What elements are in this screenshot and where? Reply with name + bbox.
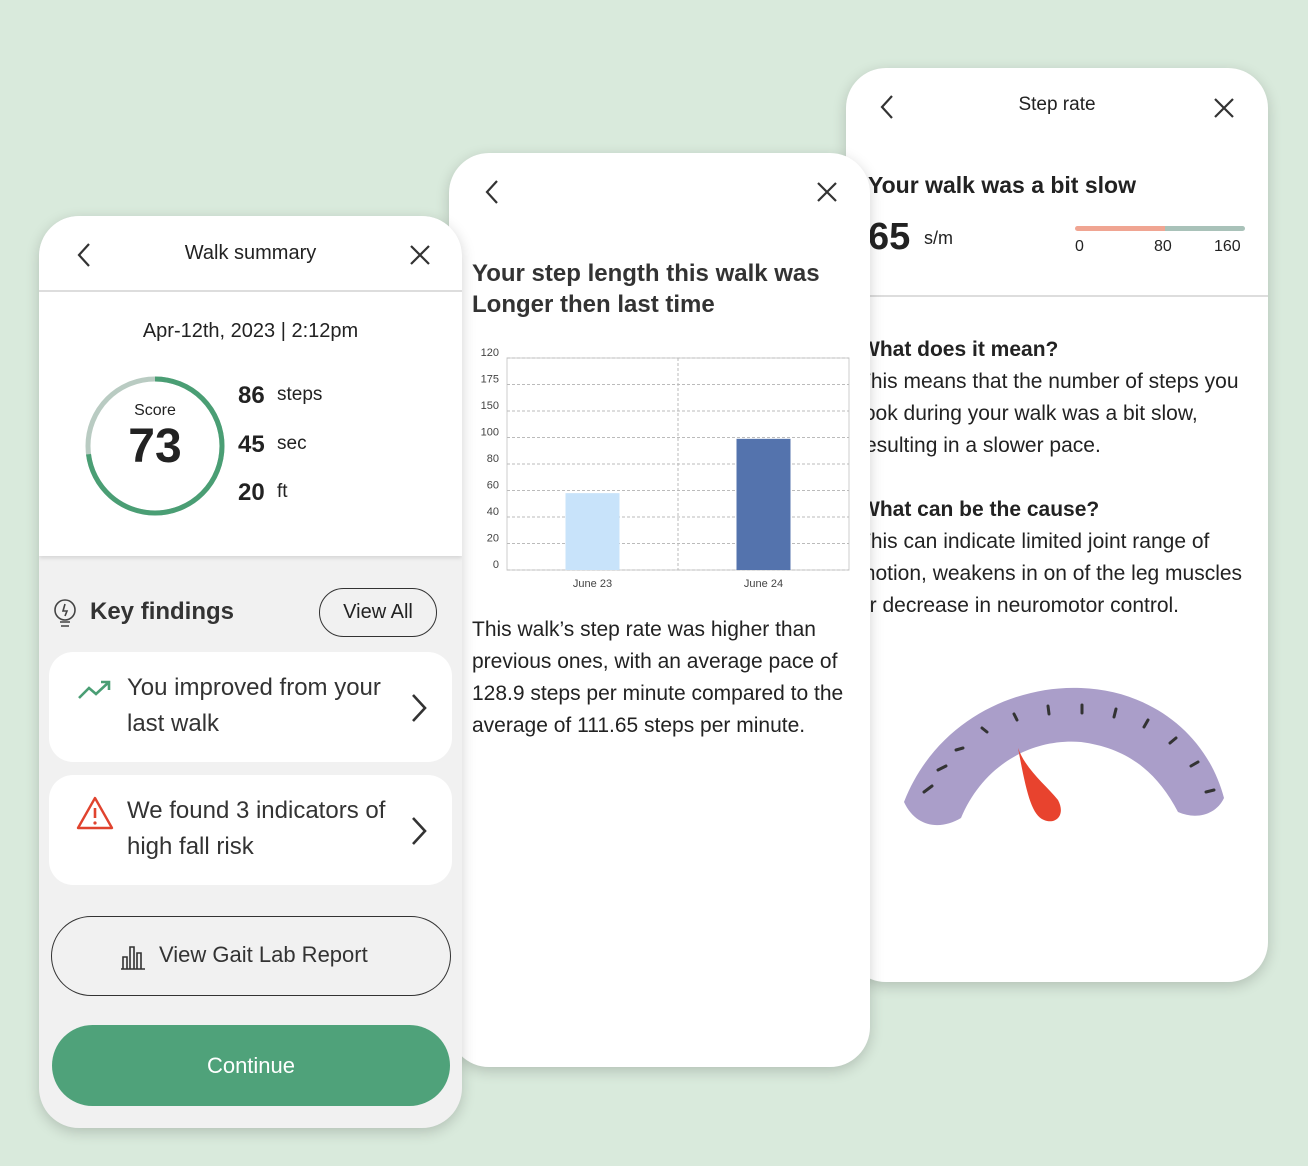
finding-text: You improved from your last walk <box>127 674 381 737</box>
x-tick-label: June 23 <box>573 578 612 590</box>
date: Apr-12th, 2023 | 2:12pm <box>142 320 359 342</box>
step-rate-card: Step rate Your walk was a bit slow 65 s/… <box>846 68 1268 982</box>
scale-label: 80 <box>1154 238 1172 255</box>
stat-value: 86 <box>238 382 265 409</box>
headline: Longer then last time <box>472 291 715 318</box>
section-body: This can indicate limited joint range of… <box>858 530 1243 617</box>
y-tick-label: 20 <box>487 533 499 545</box>
divider <box>846 295 1268 297</box>
screen-title: Step rate <box>1018 94 1096 115</box>
y-tick-label: 100 <box>481 427 499 439</box>
scale-normal <box>1165 226 1245 231</box>
y-tick-label: 80 <box>487 453 499 465</box>
y-tick-label: 40 <box>487 506 499 518</box>
y-tick-label: 175 <box>481 374 499 386</box>
finding-text: We found 3 indicators of high fall risk <box>127 797 386 860</box>
scale-label: 0 <box>1075 238 1084 255</box>
trend-icon <box>78 680 111 699</box>
headline: Your step length this walk was <box>472 260 820 287</box>
stat-value: 20 <box>238 479 265 506</box>
score-value: 73 <box>128 420 182 473</box>
chevron <box>412 694 427 722</box>
scale-slow <box>1075 226 1165 231</box>
report-button[interactable] <box>51 916 451 996</box>
stat-unit: steps <box>277 384 323 405</box>
y-tick-label: 60 <box>487 480 499 492</box>
score-arc <box>85 376 225 516</box>
divider <box>39 290 462 292</box>
chart-icon <box>121 946 145 970</box>
section-body: This means that the number of steps you … <box>858 370 1239 457</box>
stat-value: 45 <box>238 431 265 458</box>
scale-label: 160 <box>1214 238 1241 255</box>
chevron <box>412 817 427 845</box>
y-tick-label: 0 <box>493 559 499 571</box>
bar <box>736 438 791 570</box>
close-button[interactable] <box>815 180 839 204</box>
y-tick-label: 120 <box>481 347 499 359</box>
summary-panel <box>39 216 462 556</box>
view-all-button[interactable]: View All <box>319 588 437 637</box>
back-button[interactable] <box>73 242 97 268</box>
section-heading: What does it mean? <box>860 338 1059 361</box>
back-button[interactable] <box>876 94 900 120</box>
bulb-icon <box>54 599 76 627</box>
close-button[interactable] <box>408 243 432 267</box>
body-text: This walk’s step rate was higher than pr… <box>472 618 844 737</box>
bar-chart: 0 20 40 60 80 100 150 175 120 June 23 June 24 <box>481 347 850 590</box>
stat-unit: sec <box>277 433 307 454</box>
step-length-card: Your step length this walk was Longer th… <box>449 153 870 1067</box>
x-tick-label: June 24 <box>744 578 783 590</box>
y-tick-label: 150 <box>481 400 499 412</box>
warning-icon <box>76 796 114 830</box>
back-button[interactable] <box>481 179 505 205</box>
score-label: Score <box>134 402 176 419</box>
finding-card[interactable] <box>49 652 452 762</box>
screen-title: Walk summary <box>184 242 317 264</box>
speedometer-illustration <box>904 687 1224 826</box>
bar <box>565 493 620 570</box>
section-heading: What can be the cause? <box>860 498 1100 521</box>
rate-unit: s/m <box>924 228 953 248</box>
continue-button[interactable]: Continue <box>52 1025 450 1106</box>
rate-value: 65 <box>868 216 911 258</box>
headline: Your walk was a bit slow <box>868 172 1136 198</box>
section-title: Key findings <box>90 598 235 625</box>
finding-card[interactable] <box>49 775 452 885</box>
report-label: View Gait Lab Report <box>159 942 368 967</box>
close-button[interactable] <box>1212 96 1236 120</box>
score-ring <box>85 376 225 516</box>
stat-unit: ft <box>277 481 288 502</box>
walk-summary-card: Walk summary Apr-12th, 2023 | 2:12pm Sco… <box>39 216 462 1128</box>
